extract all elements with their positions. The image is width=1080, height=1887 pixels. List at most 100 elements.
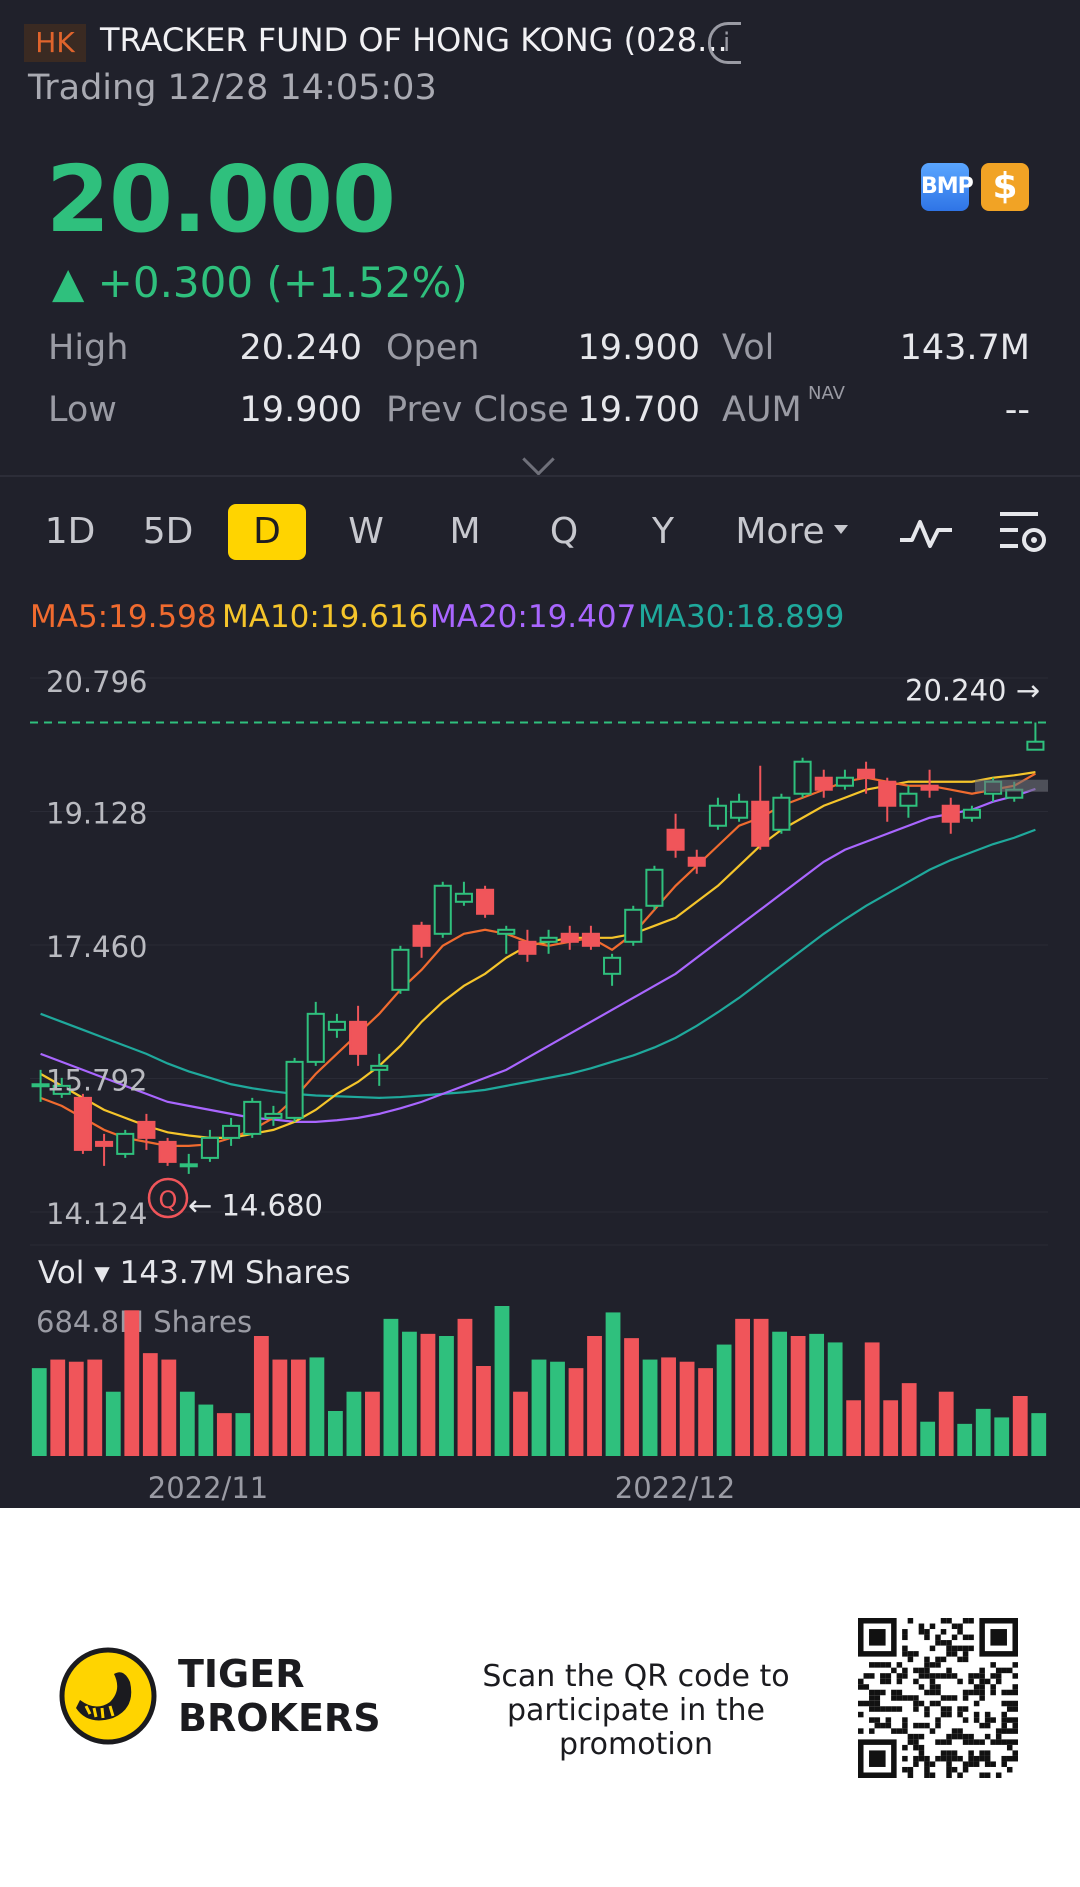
qr-module [946,1761,952,1767]
y-tick-label: 15.792 [46,1064,147,1098]
qr-module [907,1656,914,1663]
qr-module [918,1733,925,1740]
qr-module [891,1695,897,1701]
candle-body [666,828,685,851]
qr-module [957,1645,963,1652]
qr-module [935,1640,941,1646]
candle-body [349,1020,368,1055]
qr-module [973,1700,980,1707]
qr-module [979,1684,985,1690]
qr-module [990,1673,996,1679]
aum-nav-superscript: NAV [808,383,845,404]
security-name[interactable]: TRACKER FUND OF HONG KONG (028... [100,21,728,59]
qr-module [874,1695,881,1701]
qr-module [962,1656,969,1663]
qr-module [995,1733,1002,1740]
qr-module [940,1695,947,1701]
qr-module [891,1728,897,1734]
qr-module [946,1651,952,1657]
qr-module [885,1673,892,1679]
qr-module [984,1678,991,1685]
expand-chevron-icon[interactable] [522,443,555,476]
volume-bar [901,1383,917,1456]
qr-module [874,1700,881,1707]
candle [222,1117,241,1146]
qr-module [891,1706,897,1712]
qr-module [940,1629,947,1635]
aum-value: -- [1004,390,1030,430]
qr-module [929,1700,936,1707]
volume-title[interactable]: Vol ▾ 143.7M Shares [38,1255,351,1291]
qr-module [902,1651,908,1657]
tab-d[interactable]: D [228,504,306,560]
qr-module [946,1772,952,1778]
qr-module [995,1739,1002,1745]
volume-max-label: 684.8M Shares [36,1305,253,1339]
qr-module [913,1722,919,1729]
qr-module [1001,1739,1007,1745]
tab-w[interactable]: W [348,511,384,552]
qr-module [935,1662,941,1668]
qr-code[interactable] [858,1618,1018,1778]
volume-bar [327,1411,343,1456]
candle [349,1005,368,1066]
qr-module [1012,1728,1018,1734]
qr-module [968,1750,974,1756]
dollar-icon[interactable]: $ [981,163,1029,211]
qr-module [858,1684,864,1690]
open-label: Open [386,328,480,368]
qr-module [995,1667,1002,1674]
info-icon[interactable]: i [708,22,741,64]
qr-module [957,1733,963,1740]
vol-label: Vol [722,328,775,368]
qr-module [863,1673,870,1679]
qr-module [929,1662,936,1668]
volume-bar [105,1391,121,1456]
tab-more[interactable]: More [735,511,825,552]
qr-module [935,1634,941,1641]
bmp-icon[interactable]: BMP [921,163,974,211]
candle-body [1026,740,1045,751]
qr-module [869,1717,875,1723]
qr-module [902,1645,908,1652]
volume-bar [253,1336,269,1456]
qr-module [913,1733,919,1740]
qr-module [973,1711,980,1718]
candle [200,1129,219,1162]
volume-bar [1012,1396,1028,1456]
qr-module [973,1673,980,1679]
qr-module [929,1623,936,1630]
qr-module [902,1722,908,1729]
volume-bar [142,1353,158,1456]
volume-bar [235,1413,251,1456]
qr-module [946,1618,952,1624]
candle [857,761,876,794]
volume-bar [679,1361,695,1456]
qr-module [946,1733,952,1740]
tab-q[interactable]: Q [549,511,579,552]
ma20-label: MA20:19.407 [430,599,637,635]
more-dropdown-icon[interactable] [834,525,848,534]
qr-module [913,1700,919,1707]
chart-settings-icon[interactable] [998,508,1050,556]
tab-1d[interactable]: 1D [44,511,96,552]
candle-body [962,808,981,819]
qr-module [973,1684,980,1690]
candle-body [687,856,706,867]
qr-module [962,1645,969,1652]
candle [899,785,918,818]
qr-module [902,1667,908,1674]
qr-module [896,1689,903,1696]
qr-module [902,1695,908,1701]
candle [433,881,452,938]
volume-bar [365,1391,380,1456]
qr-module [896,1695,903,1701]
tab-y[interactable]: Y [652,511,674,552]
qr-module [995,1728,1002,1734]
indicator-icon[interactable] [898,512,954,552]
candlestick-chart[interactable]: 20.796 19.128 17.460 15.792 14.124 20.240 → ← … [0,650,1080,1250]
tab-5d[interactable]: 5D [142,511,194,552]
y-tick-label: 17.460 [46,930,147,964]
qr-module [957,1629,963,1635]
tab-m[interactable]: M [449,511,481,552]
